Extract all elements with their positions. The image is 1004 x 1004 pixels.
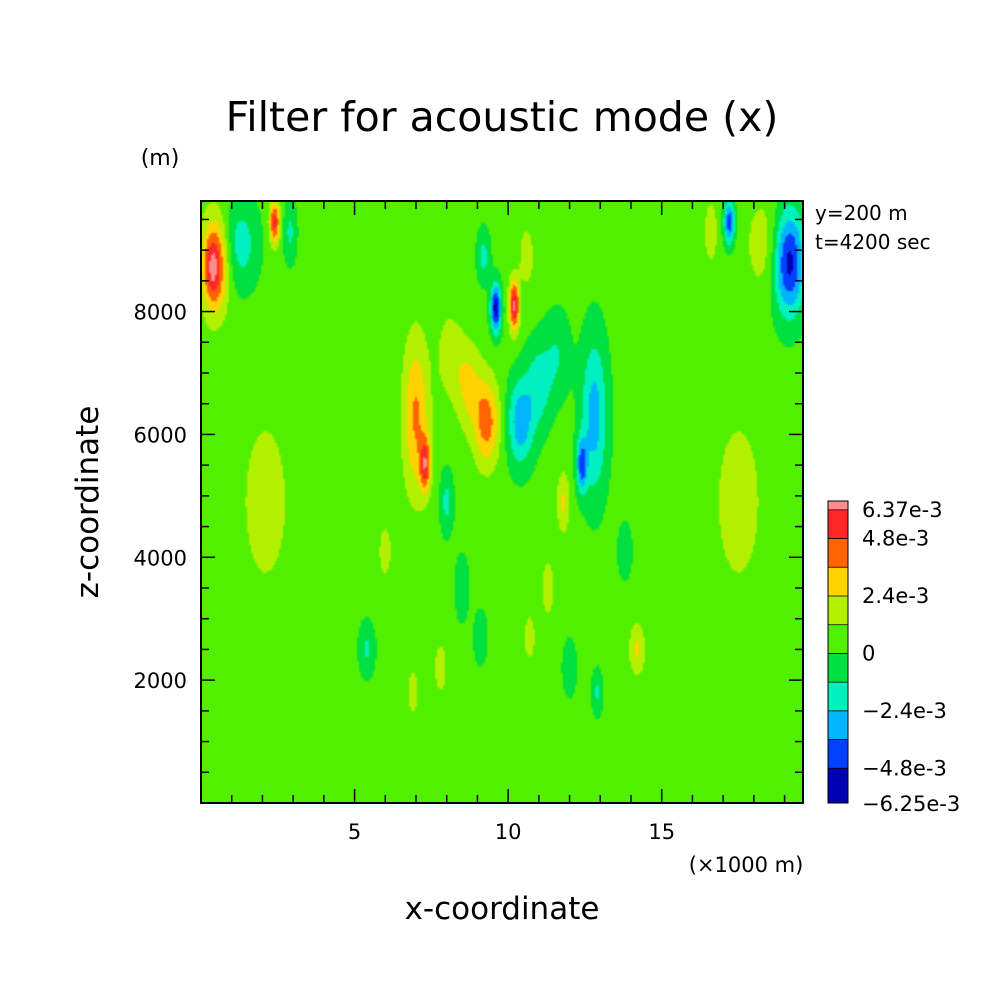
colorbar-swatch	[828, 768, 848, 803]
colorbar-swatch	[828, 682, 848, 711]
colorbar-frame	[827, 500, 849, 804]
colorbar-swatch	[828, 596, 848, 625]
y-tick-label: 8000	[134, 301, 187, 325]
colorbar-label: 6.37e-3	[862, 498, 943, 522]
y-tick-label: 2000	[134, 669, 187, 693]
colorbar-swatch	[828, 509, 848, 539]
y-unit-label: (m)	[141, 146, 180, 171]
colorbar-label: 4.8e-3	[862, 527, 929, 551]
colorbar-swatch	[828, 710, 848, 740]
colorbar-swatch	[828, 567, 848, 597]
y-axis-ticks: 2000 4000 6000 8000	[134, 218, 803, 774]
plot-frame	[200, 200, 804, 804]
y-tick-label: 4000	[134, 546, 187, 570]
plot-area	[201, 201, 803, 803]
y-tick-label: 6000	[134, 423, 187, 447]
colorbar-swatch	[828, 501, 848, 510]
colorbar-label: 0	[862, 641, 875, 665]
x-tick-label: 5	[348, 820, 361, 844]
x-axis-ticks: 5 10 15	[230, 201, 786, 844]
y-axis-label: z-coordinate	[70, 406, 106, 599]
x-tick-label: 15	[648, 820, 675, 844]
annotation-y: y=200 m	[815, 201, 908, 225]
heatmap-field	[201, 201, 803, 803]
colorbar-label: −2.4e-3	[862, 699, 947, 723]
colorbar-swatch	[828, 624, 848, 654]
x-unit-label: (×1000 m)	[689, 853, 804, 877]
colorbar-swatch	[828, 653, 848, 683]
chart-title: Filter for acoustic mode (x)	[226, 93, 779, 141]
x-tick-label: 10	[495, 820, 522, 844]
colorbar-label: −4.8e-3	[862, 756, 947, 780]
colorbar-label: 2.4e-3	[862, 584, 929, 608]
colorbar: 6.37e-3 4.8e-3 2.4e-3 0 −2.4e-3 −4.8e-3 −6.25e…	[827, 498, 960, 816]
colorbar-label: −6.25e-3	[862, 792, 960, 816]
colorbar-swatch	[828, 538, 848, 568]
colorbar-swatch	[828, 739, 848, 769]
annotation-t: t=4200 sec	[815, 230, 931, 254]
x-axis-label: x-coordinate	[405, 891, 600, 927]
